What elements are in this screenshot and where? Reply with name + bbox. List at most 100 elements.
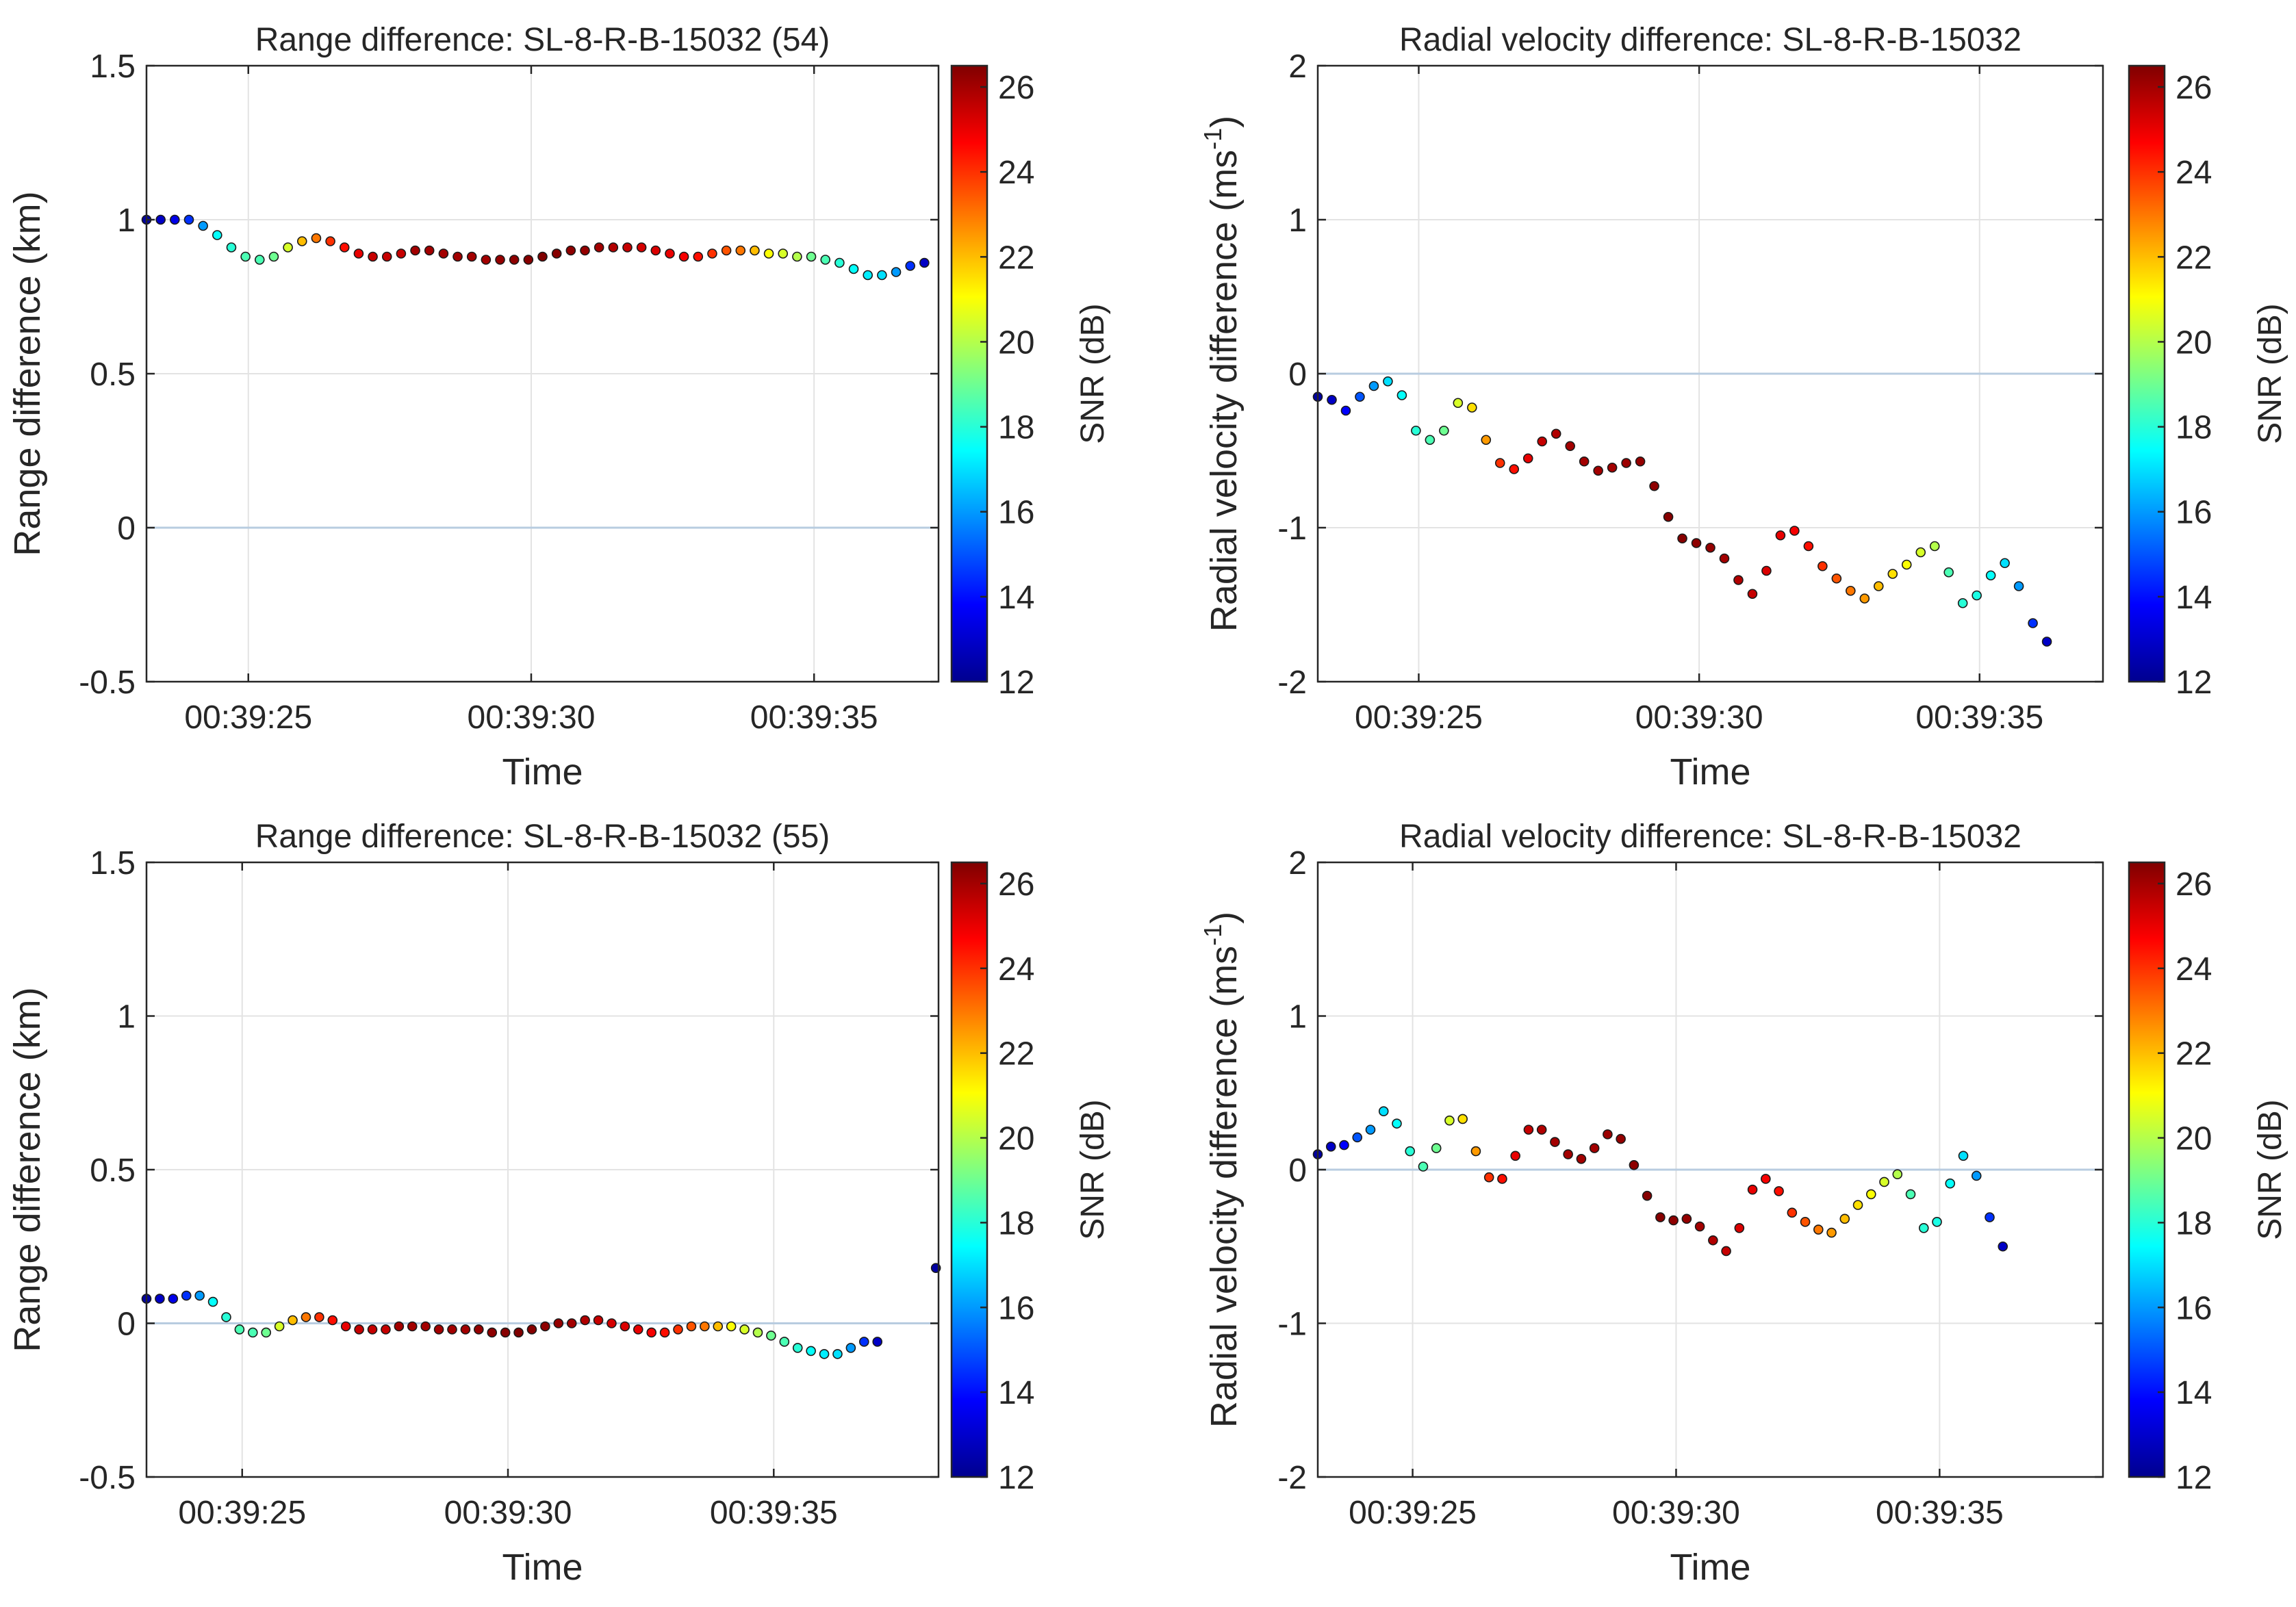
data-point (819, 1349, 830, 1359)
data-point (1761, 1174, 1771, 1184)
y-axis-ticks: -0.5 0 0.5 1 1.5 (79, 49, 939, 701)
data-point (877, 270, 887, 281)
data-point (580, 245, 590, 256)
colorbar-tick-label: 16 (2176, 495, 2212, 531)
data-point (526, 1324, 537, 1335)
data-point (1396, 390, 1407, 400)
data-point (686, 1321, 697, 1332)
data-point (1929, 541, 1940, 552)
data-point (1774, 1186, 1784, 1196)
data-point (509, 255, 520, 265)
y-axis-label-superscript: -1 (1199, 924, 1227, 946)
colorbar-tick-label: 26 (2176, 70, 2212, 106)
data-point (1998, 1241, 2008, 1252)
data-point (1340, 405, 1351, 416)
panel-range-difference-55: Range difference: SL-8-R-B-15032 (55) -0… (7, 819, 1111, 1588)
y-axis-label-text: Range difference (km) (7, 987, 48, 1352)
y-axis-ticks: -2 -1 0 1 2 (1277, 845, 2103, 1496)
data-point (268, 251, 279, 262)
colorbar-ticks: 12 14 16 18 20 22 24 26 (2158, 70, 2212, 701)
data-point (1761, 565, 1772, 576)
data-point (665, 248, 675, 259)
panel-radial-velocity-difference-bottom: Radial velocity difference: SL-8-R-B-150… (1199, 819, 2288, 1588)
y-axis-label-text: Radial velocity difference (ms (1203, 150, 1245, 632)
data-point (1497, 1174, 1507, 1184)
data-point (537, 251, 548, 262)
data-point (1734, 1223, 1745, 1233)
data-point (474, 1324, 484, 1335)
data-point (633, 1324, 643, 1335)
y-tick-label: 2 (1288, 845, 1307, 882)
colorbar-tick-label: 26 (998, 70, 1034, 106)
data-point (407, 1321, 418, 1332)
data-point (327, 1315, 338, 1326)
data-point (806, 1346, 816, 1357)
data-point (301, 1312, 311, 1322)
x-tick-label: 00:39:25 (184, 699, 312, 736)
data-point (905, 261, 915, 271)
data-point (1579, 456, 1590, 467)
colorbar-tick-label: 14 (2176, 1375, 2212, 1411)
data-point (1439, 425, 1449, 436)
data-point (1865, 1189, 1876, 1200)
y-tick-label: -0.5 (79, 1460, 136, 1496)
data-point (848, 263, 859, 274)
data-point (580, 1315, 590, 1326)
data-point (368, 251, 378, 262)
y-tick-label: -0.5 (79, 665, 136, 701)
colorbar-tick-label: 18 (2176, 410, 2212, 446)
x-axis-label: Time (1670, 751, 1751, 793)
data-point (500, 1327, 511, 1338)
colorbar-tick-label: 16 (998, 1290, 1034, 1326)
data-point (1383, 376, 1393, 387)
data-points (141, 1263, 941, 1359)
data-point (845, 1343, 856, 1353)
data-point (1510, 1150, 1520, 1161)
data-point (487, 1327, 498, 1338)
x-tick-label: 00:39:25 (1355, 699, 1483, 736)
data-point (1444, 1115, 1455, 1126)
data-point (183, 214, 194, 225)
data-point (763, 248, 774, 259)
grid (146, 862, 939, 1478)
data-point (513, 1327, 524, 1338)
y-tick-label: 1 (117, 203, 136, 239)
y-axis-label-text: Radial velocity difference (ms (1203, 946, 1245, 1428)
data-point (314, 1312, 324, 1322)
data-point (593, 1315, 604, 1326)
data-point (1457, 1114, 1468, 1124)
data-point (1901, 559, 1912, 570)
data-point (1523, 1124, 1534, 1135)
data-point (792, 251, 802, 262)
data-point (1629, 1159, 1640, 1170)
data-point (234, 1324, 245, 1335)
data-point (1589, 1143, 1600, 1153)
data-point (659, 1327, 670, 1338)
y-axis-label-text: Range difference (km) (7, 191, 48, 556)
colorbar-tick-label: 20 (2176, 1121, 2212, 1157)
colorbar-frame (950, 861, 988, 1478)
data-point (739, 1324, 750, 1335)
data-point (1721, 1246, 1731, 1257)
data-point (1859, 593, 1870, 604)
colorbar-tick-label: 22 (998, 240, 1034, 276)
y-axis-ticks: -2 -1 0 1 2 (1277, 49, 2103, 701)
colorbar-tick-label: 24 (2176, 155, 2212, 191)
x-tick-label: 00:39:35 (1915, 699, 2043, 736)
data-point (1945, 1178, 1956, 1189)
data-point (553, 1318, 564, 1328)
data-point (254, 255, 265, 265)
colorbar-tick-label: 12 (998, 665, 1034, 701)
data-point (168, 1294, 179, 1304)
data-point (1789, 526, 1800, 536)
data-point (1846, 585, 1856, 596)
data-point (1368, 381, 1379, 391)
data-point (1775, 530, 1786, 541)
data-point (1467, 402, 1477, 413)
colorbar-tick-label: 12 (2176, 665, 2212, 701)
x-axis-label: Time (502, 1547, 583, 1588)
data-point (594, 242, 604, 253)
data-point (1681, 1213, 1692, 1224)
data-point (1677, 533, 1687, 544)
data-point (367, 1324, 378, 1335)
